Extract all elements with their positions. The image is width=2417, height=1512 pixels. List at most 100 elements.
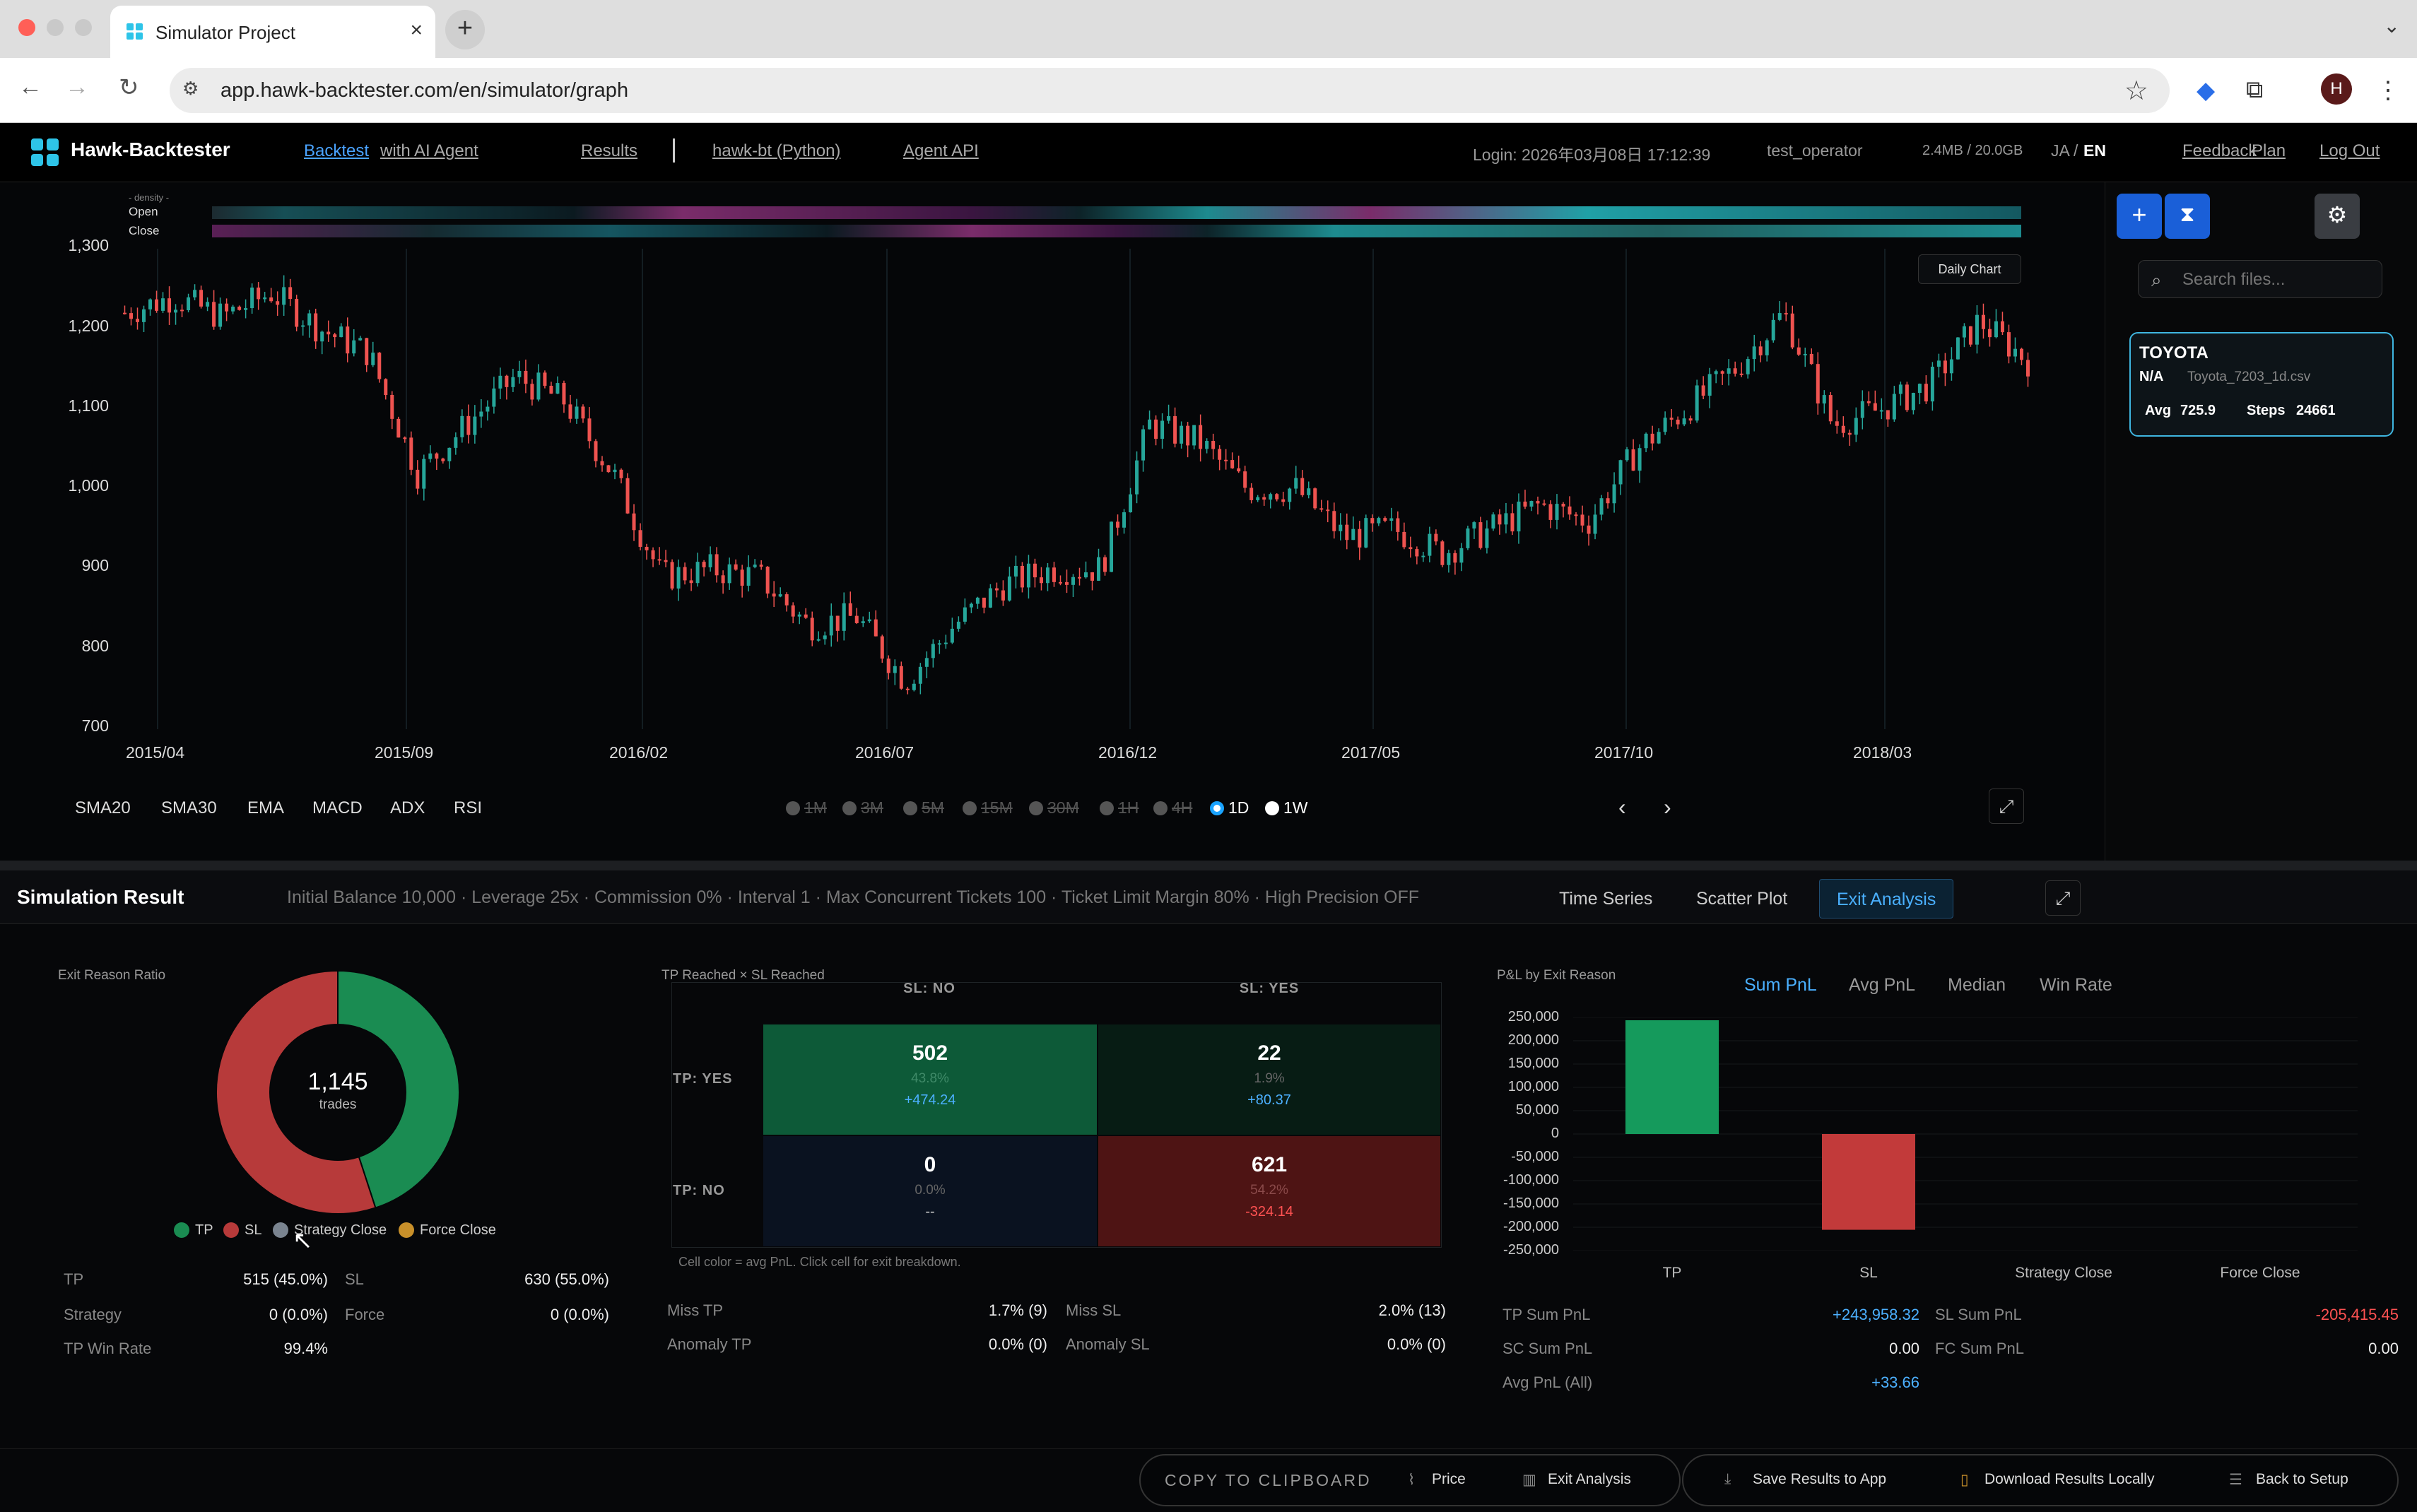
forward-arrow-icon[interactable]: → (65, 73, 89, 100)
tab-search-chevron-icon[interactable]: ⌄ (2383, 15, 2400, 37)
tab-scatter-plot[interactable]: Scatter Plot (1696, 889, 1788, 909)
grid-line (1625, 249, 1627, 729)
maximize-window-button[interactable] (75, 19, 92, 36)
candle-body (1192, 425, 1196, 446)
panel-resize-handle[interactable] (0, 861, 2417, 870)
matrix-cell-tp-yes-sl-no[interactable]: 502 43.8% +474.24 (763, 1024, 1097, 1135)
extensions-puzzle-icon[interactable]: ⧉ (2246, 76, 2264, 103)
lang-en[interactable]: EN (2083, 141, 2106, 160)
nav-logout[interactable]: Log Out (2319, 141, 2380, 160)
minimize-window-button[interactable] (47, 19, 64, 36)
candle-body (257, 288, 261, 300)
address-bar[interactable]: ⚙ app.hawk-backtester.com/en/simulator/g… (170, 68, 2170, 113)
candle-body (1796, 347, 1801, 355)
brand-name[interactable]: Hawk-Backtester (71, 138, 230, 160)
nav-feedback[interactable]: Feedback (2182, 141, 2257, 160)
nav-agent-api[interactable]: Agent API (903, 141, 979, 160)
site-info-icon[interactable]: ⚙ (182, 78, 199, 99)
legend-force-close[interactable]: Force Close (399, 1222, 496, 1239)
candle-body (1618, 460, 1623, 485)
extension-icon[interactable]: ◆ (2197, 77, 2216, 104)
brand-logo-icon (31, 138, 59, 167)
new-tab-button[interactable]: + (445, 10, 485, 49)
pnl-bar-sl[interactable] (1822, 1134, 1915, 1230)
exit-ratio-donut[interactable] (213, 968, 462, 1217)
tab-close-icon[interactable]: × (410, 18, 423, 42)
interval-5m[interactable]: 5M (903, 798, 944, 817)
fullscreen-icon[interactable]: ⤢ (1989, 789, 2024, 824)
interval-3m[interactable]: 3M (842, 798, 883, 817)
save-results-button[interactable]: Save Results to App (1753, 1471, 1887, 1487)
browser-menu-icon[interactable]: ⋮ (2376, 77, 2400, 104)
copy-to-clipboard-button[interactable]: COPY TO CLIPBOARD (1165, 1471, 1372, 1489)
interval-1m[interactable]: 1M (786, 798, 827, 817)
candle-body (753, 565, 757, 567)
candle-body (1440, 541, 1445, 565)
back-arrow-icon[interactable]: ← (18, 73, 42, 100)
hourglass-button[interactable]: ⧗ (2165, 194, 2210, 239)
candle-body (835, 615, 840, 631)
settings-gear-icon[interactable]: ⚙ (2315, 194, 2360, 239)
grid-line (886, 249, 888, 729)
file-card-toyota[interactable]: TOYOTA N/A Toyota_7203_1d.csv Avg 725.9 … (2129, 332, 2394, 437)
nav-hawk-bt[interactable]: hawk-bt (Python) (712, 141, 841, 160)
back-to-setup-button[interactable]: Back to Setup (2256, 1471, 2348, 1487)
nav-results[interactable]: Results (581, 141, 638, 160)
bookmark-star-icon[interactable]: ☆ (2124, 76, 2148, 106)
browser-tab[interactable]: Simulator Project × (110, 6, 435, 58)
tab-exit-analysis[interactable]: Exit Analysis (1819, 879, 1954, 919)
pnl-bar-chart[interactable] (1573, 1017, 2358, 1251)
search-input[interactable] (2182, 268, 2373, 292)
indicator-adx[interactable]: ADX (390, 798, 425, 817)
legend-strategy-close[interactable]: Strategy Close (273, 1222, 387, 1239)
nav-ai-agent[interactable]: with AI Agent (380, 141, 478, 160)
indicator-ema[interactable]: EMA (247, 798, 285, 817)
matrix-cell-tp-no-sl-no[interactable]: 0 0.0% -- (763, 1136, 1097, 1246)
lang-ja[interactable]: JA (2051, 141, 2070, 160)
interval-1h[interactable]: 1H (1100, 798, 1139, 817)
candle-body (1631, 449, 1635, 471)
nav-backtest[interactable]: Backtest (304, 141, 370, 160)
interval-1w[interactable]: 1W (1265, 798, 1308, 817)
candle-body (301, 325, 305, 327)
indicator-sma20[interactable]: SMA20 (75, 798, 131, 817)
profile-avatar[interactable]: H (2321, 73, 2352, 105)
candle-body (1943, 360, 1947, 374)
indicator-sma30[interactable]: SMA30 (161, 798, 217, 817)
pnl-bar-tp[interactable] (1625, 1020, 1719, 1134)
candle-body (861, 621, 865, 623)
interval-15m[interactable]: 15M (963, 798, 1013, 817)
candle-body (155, 299, 159, 311)
interval-30m[interactable]: 30M (1029, 798, 1079, 817)
close-window-button[interactable] (18, 19, 35, 36)
exit-analysis-button[interactable]: Exit Analysis (1548, 1471, 1631, 1487)
next-page-button[interactable]: › (1664, 794, 1671, 820)
pnl-tab-avg[interactable]: Avg PnL (1849, 975, 1916, 995)
indicator-macd[interactable]: MACD (312, 798, 363, 817)
pnl-tab-sum[interactable]: Sum PnL (1744, 975, 1817, 995)
matrix-cell-tp-yes-sl-yes[interactable]: 22 1.9% +80.37 (1098, 1024, 1440, 1135)
nav-plan[interactable]: Plan (2252, 141, 2286, 160)
price-button[interactable]: Price (1432, 1471, 1466, 1487)
matrix-cell-tp-no-sl-yes[interactable]: 621 54.2% -324.14 (1098, 1136, 1440, 1246)
interval-4h[interactable]: 4H (1153, 798, 1192, 817)
candle-body (1924, 384, 1928, 402)
interval-1d[interactable]: 1D (1210, 798, 1249, 817)
pnl-tab-median[interactable]: Median (1948, 975, 2006, 995)
candle-body (1129, 494, 1133, 513)
pnl-tab-winrate[interactable]: Win Rate (2040, 975, 2112, 995)
result-fullscreen-icon[interactable]: ⤢ (2045, 880, 2081, 916)
candlestick-chart[interactable] (120, 249, 2035, 729)
file-search[interactable]: ⌕ (2138, 260, 2382, 298)
legend-tp[interactable]: TP (174, 1222, 213, 1239)
download-results-button[interactable]: Download Results Locally (1984, 1471, 2155, 1487)
reload-icon[interactable]: ↻ (119, 74, 139, 101)
indicator-rsi[interactable]: RSI (454, 798, 483, 817)
tab-time-series[interactable]: Time Series (1559, 889, 1653, 909)
daily-chart-button[interactable]: Daily Chart (1918, 254, 2021, 284)
matrix-row-tp-no: TP: NO (673, 1183, 725, 1198)
candle-body (899, 666, 903, 689)
legend-sl[interactable]: SL (223, 1222, 261, 1239)
add-file-button[interactable]: + (2117, 194, 2162, 239)
prev-page-button[interactable]: ‹ (1618, 794, 1626, 820)
